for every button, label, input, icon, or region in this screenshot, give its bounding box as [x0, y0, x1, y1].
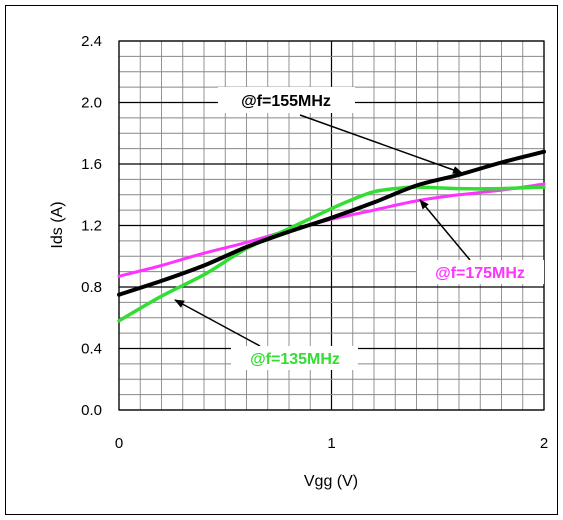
y-axis-label: Ids (A)	[49, 201, 66, 248]
series-line-0	[117, 149, 546, 297]
annotation-arrow	[174, 299, 261, 347]
y-tick-label: 0.0	[81, 402, 102, 419]
annotation-label: @f=135MHz	[250, 351, 340, 368]
plot-border	[118, 40, 545, 411]
series-layer	[117, 149, 546, 323]
annotation-arrow	[419, 199, 471, 261]
annotation-label: @f=175MHz	[435, 265, 525, 282]
y-tick-label: 2.4	[81, 33, 102, 50]
tick-labels: 0.0 0.4 0.8 1.2 1.6 2.0 2.4 0 1 2	[81, 33, 548, 452]
annotations: @f=155MHz @f=175MHz @f=135MHz	[174, 87, 544, 370]
y-tick-label: 1.6	[81, 156, 102, 173]
x-tick-label: 2	[540, 435, 548, 452]
annotation-background	[231, 346, 358, 370]
annotation-background	[218, 87, 355, 113]
y-tick-label: 2.0	[81, 95, 102, 112]
x-tick-label: 0	[115, 435, 123, 452]
x-axis-label: Vgg (V)	[304, 473, 358, 490]
series-line-2	[117, 185, 546, 323]
annotation-arrow	[299, 114, 463, 174]
y-tick-label: 0.4	[81, 341, 102, 358]
y-tick-label: 0.8	[81, 279, 102, 296]
annotation-label: @f=155MHz	[241, 93, 331, 110]
x-tick-label: 1	[327, 435, 335, 452]
annotation-background	[417, 260, 544, 284]
y-tick-label: 1.2	[81, 218, 102, 235]
